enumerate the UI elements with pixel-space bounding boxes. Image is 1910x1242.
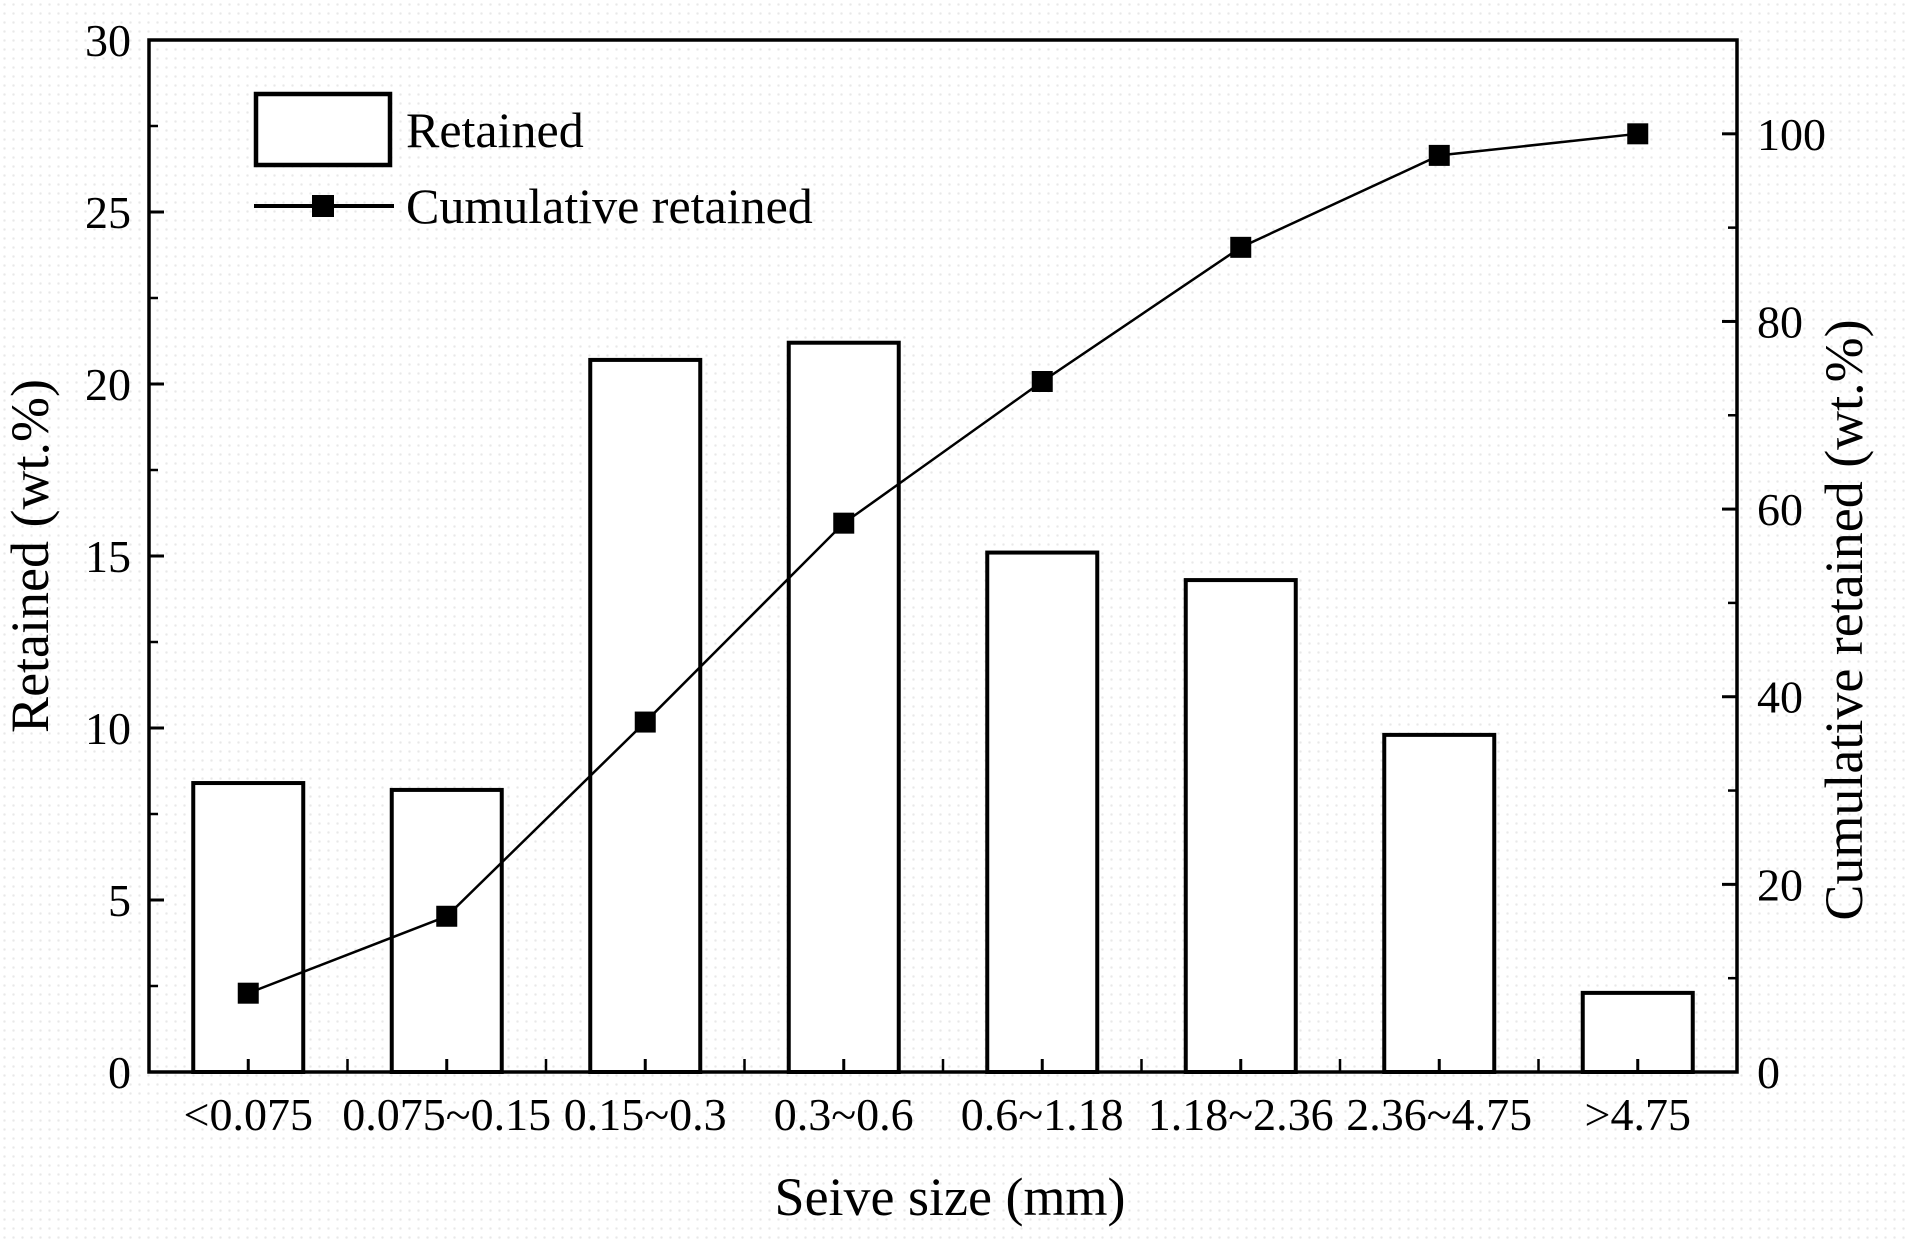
cumulative-point-marker <box>436 905 458 927</box>
cumulative-point-marker <box>237 982 259 1004</box>
x-axis-category-label: 2.36~4.75 <box>1346 1089 1532 1140</box>
left-axis-tick-label: 10 <box>85 703 131 754</box>
right-axis-tick-label: 40 <box>1757 672 1803 723</box>
cumulative-point-marker <box>1230 236 1252 258</box>
right-axis-tick-label: 60 <box>1757 484 1803 535</box>
left-axis-tick-label: 0 <box>108 1047 131 1098</box>
legend-label-retained: Retained <box>406 102 584 158</box>
legend-label-cumulative-retained: Cumulative retained <box>406 178 813 234</box>
cumulative-point-marker <box>634 711 656 733</box>
retained-bar <box>191 781 306 1074</box>
x-axis-category-label: 0.3~0.6 <box>774 1089 914 1140</box>
x-axis-category-label: 0.6~1.18 <box>961 1089 1124 1140</box>
right-axis-title: Cumulative retained (wt.%) <box>1814 319 1874 920</box>
right-axis-tick-label: 80 <box>1757 296 1803 347</box>
right-axis-tick-label: 100 <box>1757 109 1826 160</box>
x-axis-category-label: 0.075~0.15 <box>342 1089 551 1140</box>
retained-bar <box>1382 732 1497 1074</box>
cumulative-point-marker <box>1031 370 1053 392</box>
left-axis-title: Retained (wt.%) <box>0 379 60 733</box>
retained-bar <box>1183 578 1298 1075</box>
x-axis-category-label: >4.75 <box>1585 1089 1691 1140</box>
left-axis-tick-label: 25 <box>85 187 131 238</box>
right-axis-tick-label: 0 <box>1757 1047 1780 1098</box>
legend-square-marker-icon <box>312 195 334 217</box>
plot-border-box <box>147 38 1739 1074</box>
right-axis-tick-label: 20 <box>1757 859 1803 910</box>
x-axis-category-label: 0.15~0.3 <box>564 1089 727 1140</box>
legend: Retained Cumulative retained <box>253 91 813 234</box>
x-axis-category-label: <0.075 <box>184 1089 313 1140</box>
cumulative-line <box>247 132 1638 995</box>
line-layer <box>237 123 1649 1004</box>
legend-bar-swatch <box>253 91 393 168</box>
left-axis-tick-label: 30 <box>85 15 131 66</box>
labels-layer: 0 5 10 15 20 25 30 0 20 40 60 80 100 <0.075 0.075~0.15… <box>85 15 1826 1140</box>
cumulative-point-marker <box>1428 144 1450 166</box>
retained-bar <box>985 550 1100 1074</box>
left-axis-tick-label: 5 <box>108 875 131 926</box>
cumulative-point-marker <box>833 512 855 534</box>
retained-bar <box>1580 990 1695 1075</box>
retained-bar <box>786 340 901 1075</box>
left-axis-tick-label: 15 <box>85 531 131 582</box>
x-axis-category-label: 1.18~2.36 <box>1148 1089 1334 1140</box>
x-axis-title: Seive size (mm) <box>775 1167 1126 1227</box>
axes-layer <box>149 38 1737 1074</box>
left-axis-tick-label: 20 <box>85 359 131 410</box>
cumulative-point-marker <box>1627 123 1649 145</box>
